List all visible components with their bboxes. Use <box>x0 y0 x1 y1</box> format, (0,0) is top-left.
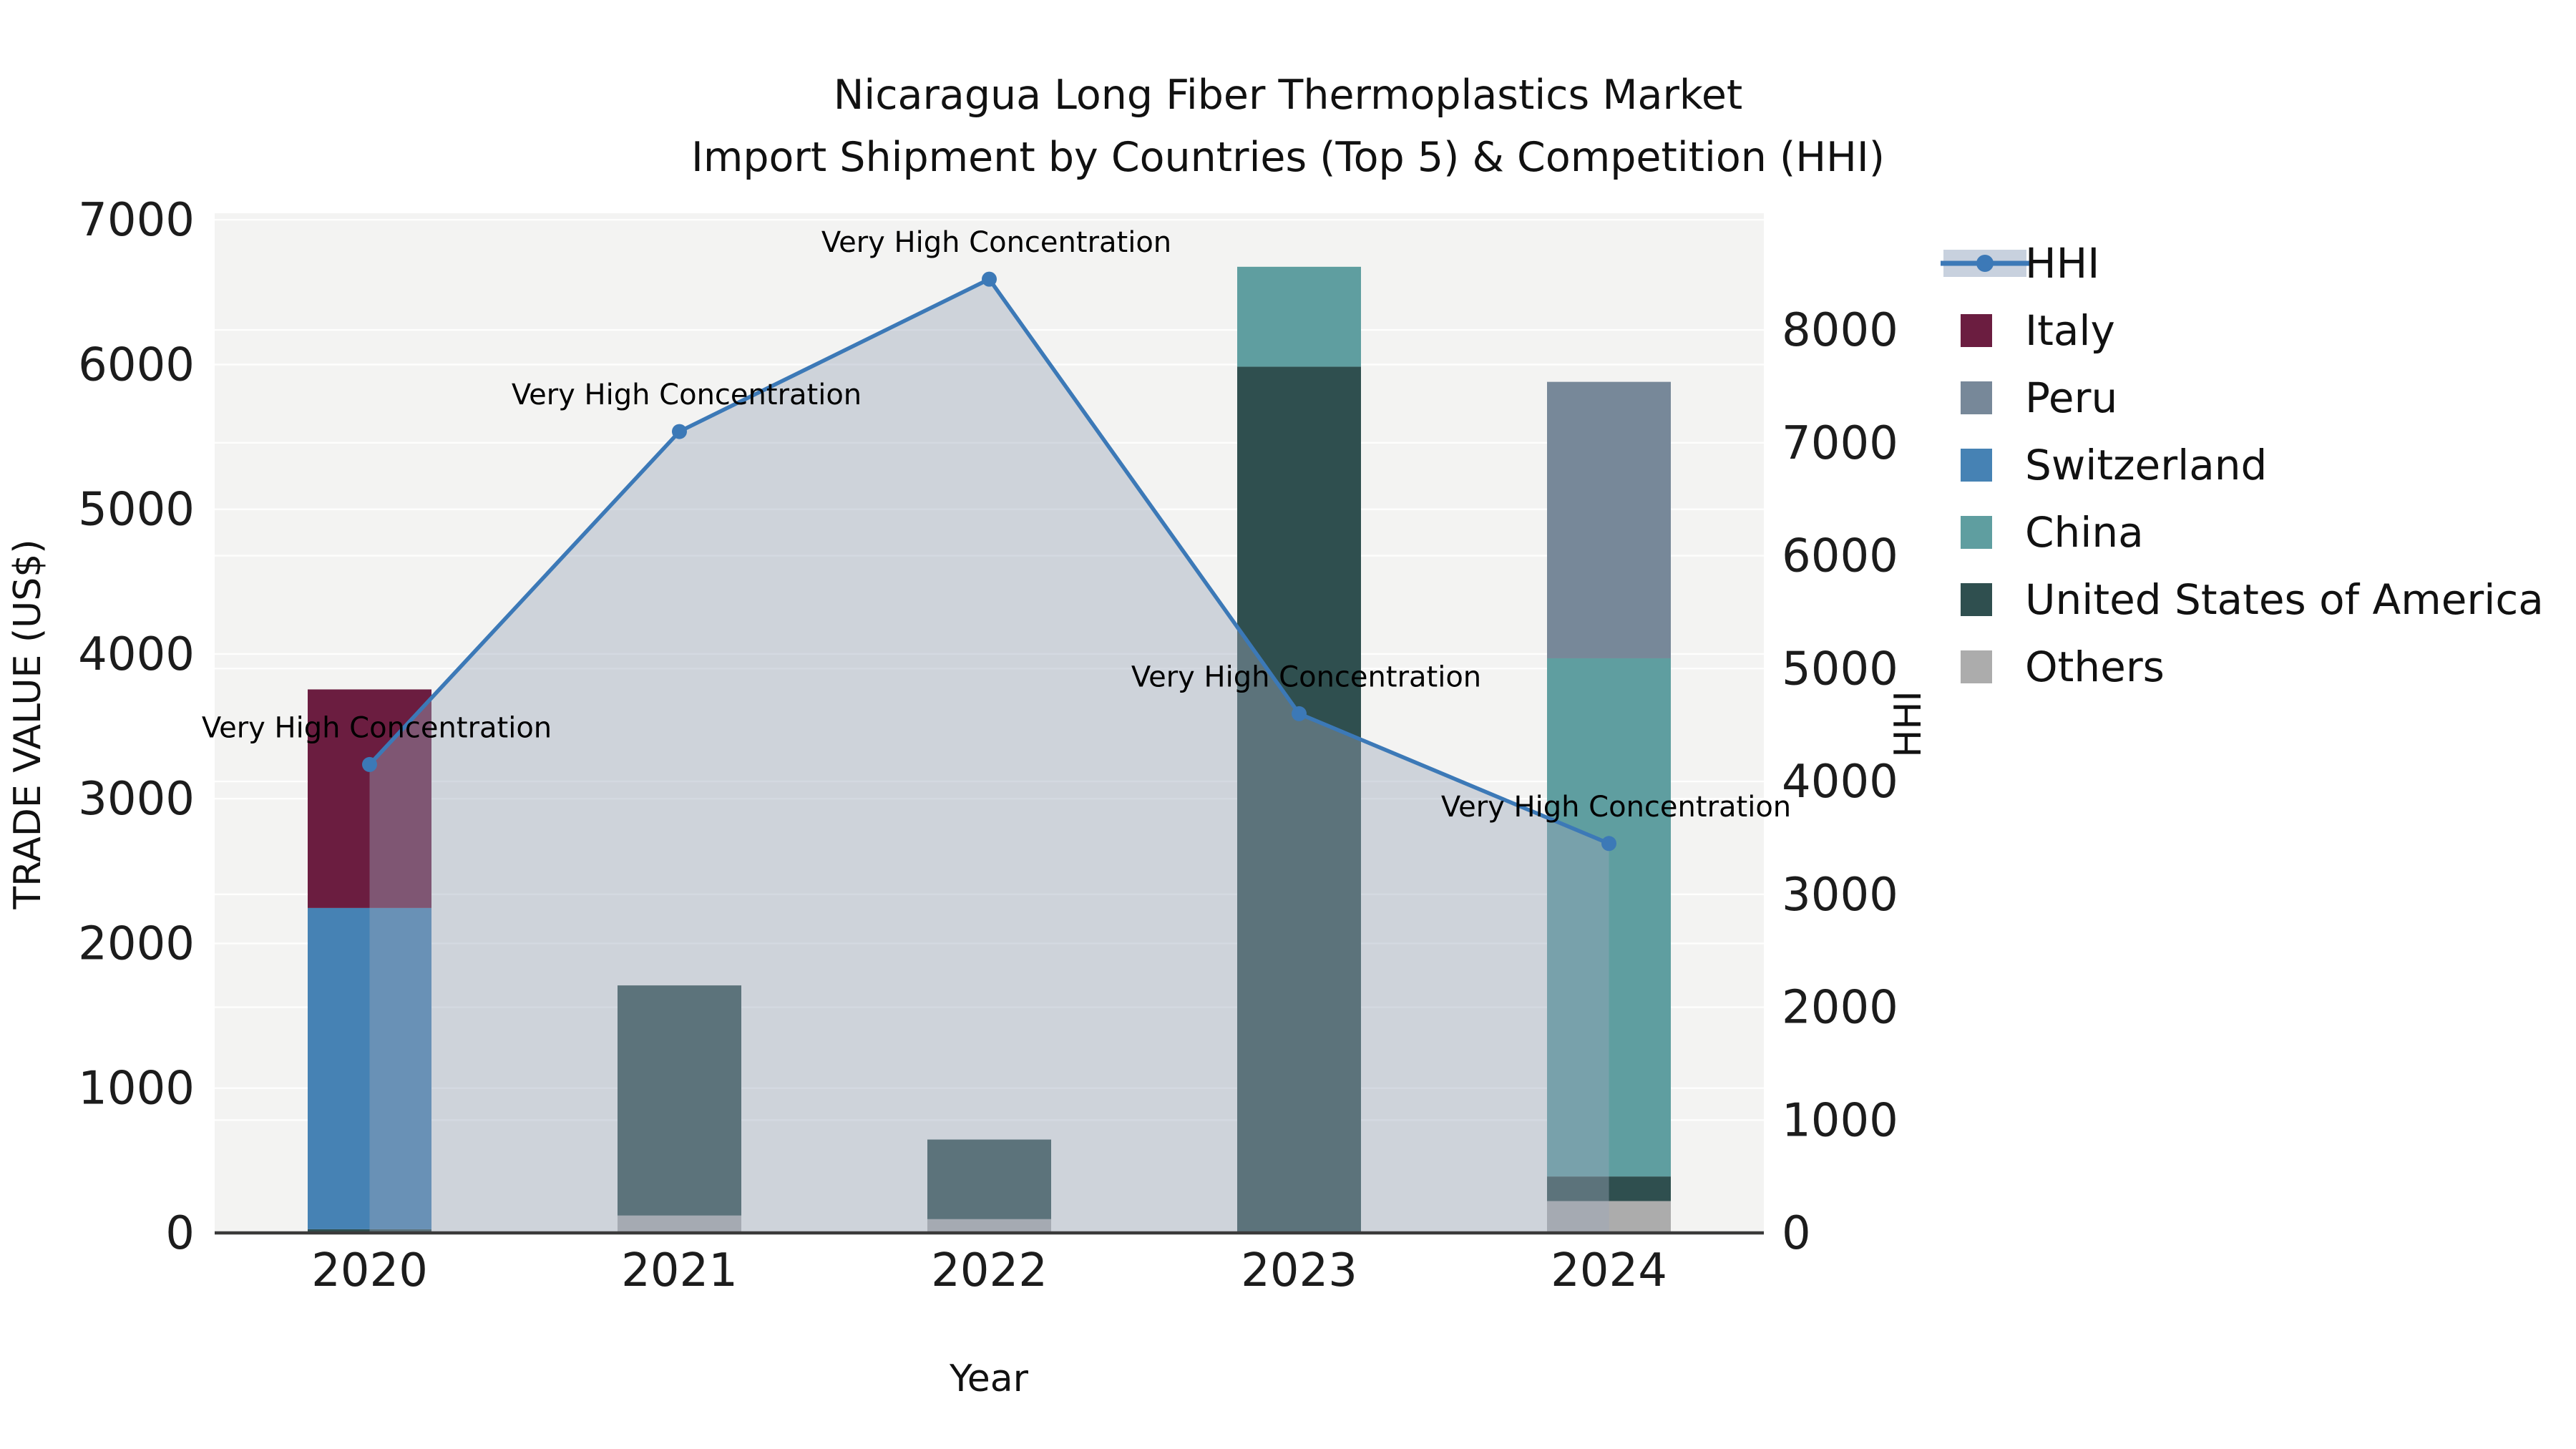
bar-segment-2024-peru <box>1547 381 1671 658</box>
x-tick-2024: 2024 <box>1551 1244 1667 1297</box>
legend-label-united-states-of-america: United States of America <box>2025 575 2544 624</box>
hhi-area-layer <box>369 279 1609 1233</box>
bar-segment-2022-united-states-of-america <box>927 1139 1051 1219</box>
y-left-tick-3000: 3000 <box>78 773 195 826</box>
y-right-tick-8000: 8000 <box>1782 304 1898 357</box>
y-right-tick-6000: 6000 <box>1782 530 1898 583</box>
hhi-marker-2024 <box>1601 836 1616 852</box>
legend-swatch-united-states-of-america <box>1961 583 1992 616</box>
hhi-area-fill <box>369 279 1609 1233</box>
bar-segment-2020-italy <box>308 689 431 908</box>
y-right-tick-5000: 5000 <box>1782 643 1898 696</box>
bar-segment-2021-united-states-of-america <box>618 985 741 1216</box>
legend-label-peru: Peru <box>2025 374 2117 422</box>
annotations-layer: Very High Concentration Very High Concent… <box>202 226 1791 824</box>
annotation-2021: Very High Concentration <box>512 379 862 411</box>
legend-label-switzerland: Switzerland <box>2025 441 2267 489</box>
legend-item-united-states-of-america: United States of America <box>1961 575 2544 624</box>
bar-segment-2023-china <box>1237 266 1361 367</box>
y-right-tick-4000: 4000 <box>1782 756 1898 809</box>
axes-layer: 0 1000 2000 3000 4000 5000 6000 7000 0 1000 2000 30… <box>78 194 1898 1297</box>
y-right-tick-7000: 7000 <box>1782 417 1898 470</box>
y-left-tick-2000: 2000 <box>78 917 195 970</box>
bar-segment-2022-others <box>927 1219 1051 1233</box>
x-tick-2023: 2023 <box>1241 1244 1357 1297</box>
legend-item-italy: Italy <box>1961 306 2115 355</box>
hhi-marker-2020 <box>362 756 377 772</box>
bar-segment-2021-others <box>618 1215 741 1233</box>
bar-segment-2020-united-states-of-america <box>308 1229 431 1233</box>
legend-swatch-peru <box>1961 381 1992 414</box>
legend-item-switzerland: Switzerland <box>1961 441 2267 489</box>
legend-item-hhi: HHI <box>1941 239 2099 288</box>
plot-background-layer <box>215 213 1764 1233</box>
bar-segment-2024-united-states-of-america <box>1547 1176 1671 1201</box>
x-tick-2021: 2021 <box>621 1244 738 1297</box>
y-left-tick-0: 0 <box>165 1207 195 1260</box>
y-left-tick-6000: 6000 <box>78 338 195 391</box>
legend-label-china: China <box>2025 508 2144 557</box>
legend-hhi-marker-icon <box>1976 255 1994 272</box>
gridlines-layer <box>215 218 1764 1121</box>
bars-layer <box>308 266 1671 1233</box>
y-left-tick-7000: 7000 <box>78 194 195 247</box>
x-tick-2022: 2022 <box>931 1244 1048 1297</box>
legend-label-italy: Italy <box>2025 306 2115 355</box>
bar-segment-2024-others <box>1547 1201 1671 1233</box>
x-axis-label: Year <box>949 1357 1029 1400</box>
legend-label-hhi: HHI <box>2025 239 2099 288</box>
chart-title-line-1: Nicaragua Long Fiber Thermoplastics Mark… <box>834 72 1743 119</box>
legend-swatch-others <box>1961 650 1992 683</box>
bar-segment-2020-switzerland <box>308 907 431 1229</box>
annotation-2023: Very High Concentration <box>1131 660 1481 693</box>
hhi-marker-2022 <box>982 271 997 287</box>
legend-swatch-china <box>1961 516 1992 549</box>
y-right-tick-0: 0 <box>1782 1207 1811 1260</box>
y-axis-left-label: TRADE VALUE (US$) <box>6 539 49 909</box>
bar-segment-2024-china <box>1547 658 1671 1177</box>
legend-label-others: Others <box>2025 643 2165 691</box>
y-axis-right-label: HHI <box>1887 691 1930 758</box>
annotation-2022: Very High Concentration <box>821 226 1171 259</box>
legend-item-others: Others <box>1961 643 2165 691</box>
y-right-tick-2000: 2000 <box>1782 982 1898 1035</box>
plot-background <box>215 213 1764 1233</box>
x-tick-2020: 2020 <box>311 1244 428 1297</box>
legend-swatch-switzerland <box>1961 449 1992 482</box>
hhi-marker-2023 <box>1292 706 1307 721</box>
legend-swatch-italy <box>1961 314 1992 347</box>
hhi-marker-2021 <box>672 424 687 439</box>
bar-segment-2023-united-states-of-america <box>1237 366 1361 1233</box>
legend-item-peru: Peru <box>1961 374 2117 422</box>
legend: HHI Italy Peru Switzerland China United State… <box>1941 239 2544 691</box>
y-left-tick-4000: 4000 <box>78 628 195 681</box>
annotation-2020: Very High Concentration <box>202 711 552 744</box>
y-left-tick-1000: 1000 <box>78 1063 195 1116</box>
legend-item-china: China <box>1961 508 2144 557</box>
chart-title-line-2: Import Shipment by Countries (Top 5) & C… <box>691 134 1885 181</box>
y-right-tick-1000: 1000 <box>1782 1094 1898 1147</box>
annotation-2024: Very High Concentration <box>1441 791 1791 824</box>
hhi-line-layer <box>362 271 1616 852</box>
y-left-tick-5000: 5000 <box>78 484 195 537</box>
y-right-tick-3000: 3000 <box>1782 869 1898 922</box>
